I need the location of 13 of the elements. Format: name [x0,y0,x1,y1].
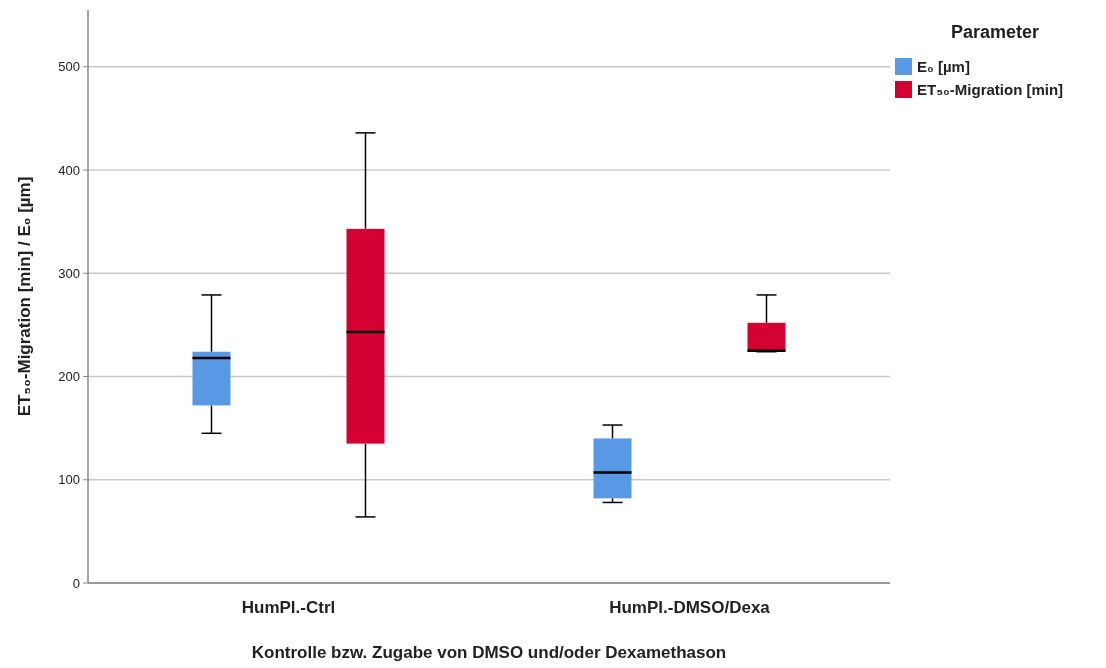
x-tick-label: HumPl.-DMSO/Dexa [609,598,771,617]
y-tick-label: 100 [58,472,80,488]
legend-label: ET₅₀-Migration [min] [917,81,1064,99]
y-tick-label: 500 [58,59,80,75]
y-tick-label: 400 [58,162,80,178]
legend-title: Parameter [950,22,1040,42]
y-tick-label: 300 [58,265,80,281]
y-axis-title: ET₅₀-Migration [min] / E₀ [µm] [15,176,34,417]
x-tick-label: HumPl.-Ctrl [241,598,336,617]
y-tick-label: 200 [58,369,80,385]
x-axis-title: Kontrolle bzw. Zugabe von DMSO und/oder Dexamethason [251,643,727,662]
y-tick-label: 0 [72,575,80,591]
legend-label: E₀ [µm] [917,58,970,76]
